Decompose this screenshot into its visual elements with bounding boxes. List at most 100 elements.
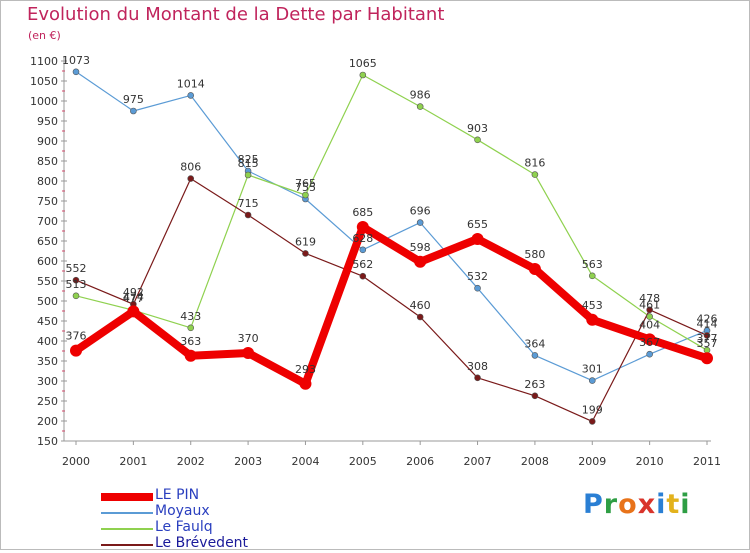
data-label: 685 (352, 206, 373, 219)
data-point (643, 333, 656, 346)
x-tick-label: 2006 (406, 455, 434, 468)
y-tick-label: 900 (37, 135, 58, 148)
y-tick-label: 1050 (30, 75, 58, 88)
data-label: 975 (123, 93, 144, 106)
x-tick-label: 2009 (578, 455, 606, 468)
data-label: 367 (639, 336, 660, 349)
y-tick-label: 650 (37, 235, 58, 248)
data-point (72, 292, 80, 300)
data-label: 619 (295, 235, 316, 248)
data-label: 357 (697, 337, 718, 350)
data-labels: 1073 975 1014 825 755 628 696 532 364 301 367 426 51… (62, 54, 718, 417)
data-label: 474 (123, 290, 144, 303)
logo-letter: r (603, 489, 619, 520)
data-label: 308 (467, 360, 488, 373)
x-tick-label: 2011 (693, 455, 721, 468)
data-label: 263 (524, 378, 545, 391)
y-tick-label: 400 (37, 335, 58, 348)
data-point (531, 171, 539, 178)
data-point (588, 418, 596, 425)
data-label: 765 (295, 177, 316, 190)
data-point (359, 272, 367, 280)
data-point (302, 250, 309, 257)
data-label: 562 (352, 258, 373, 271)
data-label: 433 (180, 310, 201, 323)
data-point (359, 246, 367, 254)
chart-title: Evolution du Montant de la Dette par Hab… (27, 4, 445, 25)
data-label: 453 (582, 299, 603, 312)
data-point (130, 107, 137, 115)
data-label: 563 (582, 258, 603, 271)
data-label: 376 (66, 330, 87, 343)
chart-axes (61, 57, 711, 445)
data-label: 552 (66, 262, 87, 275)
data-point (127, 305, 140, 318)
x-tick-label: 2001 (119, 455, 147, 468)
y-tick-label: 550 (37, 275, 58, 288)
legend-swatch (101, 544, 153, 546)
data-label: 628 (352, 232, 373, 245)
series-lines (72, 71, 711, 422)
y-tick-label: 1100 (30, 55, 58, 68)
x-tick-label: 2005 (349, 455, 377, 468)
data-point (416, 313, 424, 321)
data-point (414, 255, 427, 268)
x-tick-label: 2003 (234, 455, 262, 468)
data-point (416, 219, 424, 226)
series-line-2 (75, 74, 708, 351)
data-label: 815 (238, 157, 259, 170)
data-label: 293 (295, 363, 316, 376)
legend-label: Le Brévedent (155, 535, 249, 551)
legend-label: Moyaux (155, 503, 210, 519)
data-label: 715 (238, 197, 259, 210)
data-point (703, 332, 711, 339)
y-tick-label: 1000 (30, 95, 58, 108)
data-point (646, 306, 653, 314)
y-tick-label: 750 (37, 195, 58, 208)
data-point (187, 92, 195, 99)
data-point (701, 352, 713, 365)
data-label: 806 (180, 161, 201, 174)
data-label: 513 (66, 278, 87, 291)
y-tick-label: 800 (37, 175, 58, 188)
data-point (531, 352, 539, 359)
y-tick-label: 200 (37, 415, 58, 428)
data-label: 370 (238, 332, 259, 345)
x-tick-label: 2007 (464, 455, 492, 468)
y-tick-label: 450 (37, 315, 58, 328)
y-tick-label: 950 (37, 115, 58, 128)
data-point (242, 347, 255, 359)
logo-letter: P (583, 489, 604, 520)
data-label: 986 (410, 89, 431, 102)
y-tick-label: 600 (37, 255, 58, 268)
data-label: 363 (180, 335, 201, 348)
data-point (528, 263, 541, 275)
data-label: 903 (467, 122, 488, 135)
data-label: 655 (467, 218, 488, 231)
x-tick-label: 2004 (291, 455, 319, 468)
legend-label: Le Faulq (155, 519, 213, 535)
data-label: 199 (582, 403, 603, 416)
data-label: 696 (410, 205, 431, 218)
data-label: 1073 (62, 54, 90, 67)
y-tick-label: 850 (37, 155, 58, 168)
x-tick-label: 2008 (521, 455, 549, 468)
y-tick-label: 350 (37, 355, 58, 368)
logo-letter: x (637, 489, 657, 520)
x-tick-labels: 2000 2001 2002 2003 2004 2005 2006 2007 2008 2009… (62, 455, 721, 468)
data-point (474, 136, 481, 144)
chart-unit-label: (en €) (28, 29, 61, 42)
data-point (474, 374, 481, 382)
data-point (187, 324, 195, 332)
y-tick-labels: 150 200 250 300 350 400 450 500 550 600 650 700 750 8… (30, 55, 58, 448)
data-point (586, 313, 599, 326)
data-label: 816 (524, 157, 545, 170)
data-label: 426 (697, 313, 718, 326)
data-label: 580 (524, 248, 545, 261)
y-tick-label: 250 (37, 395, 58, 408)
legend-swatch (101, 512, 153, 514)
data-point (244, 171, 252, 179)
data-point (299, 377, 312, 390)
